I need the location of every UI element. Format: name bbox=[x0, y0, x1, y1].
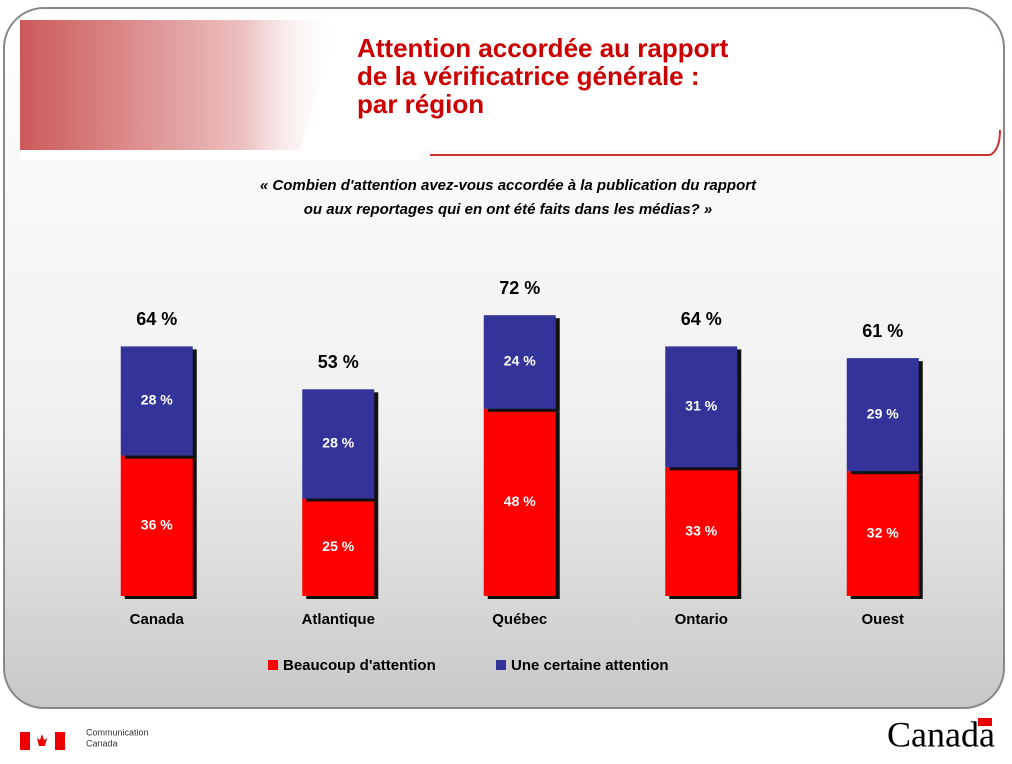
segment-label: 29 % bbox=[867, 405, 899, 421]
bar-segment bbox=[665, 467, 738, 596]
legend-swatch bbox=[496, 660, 506, 670]
segment-label: 28 % bbox=[322, 435, 354, 451]
bar-segment bbox=[120, 346, 193, 456]
wordmark-flag bbox=[978, 718, 992, 726]
flag-leaf bbox=[37, 734, 47, 746]
bar-segment bbox=[846, 471, 919, 596]
title: Attention accordée au rapport bbox=[357, 33, 729, 63]
header-rule bbox=[430, 129, 1001, 156]
total-label: 53 % bbox=[318, 352, 359, 372]
bar-segment bbox=[483, 315, 556, 409]
total-label: 64 % bbox=[136, 309, 177, 329]
segment-label: 24 % bbox=[504, 353, 536, 369]
flag-image bbox=[20, 20, 340, 150]
x-tick-label: Ouest bbox=[861, 611, 904, 628]
segment-label: 25 % bbox=[322, 538, 354, 554]
segment-label: 32 % bbox=[867, 524, 899, 540]
x-tick-label: Ontario bbox=[675, 611, 728, 628]
segment-label: 36 % bbox=[141, 517, 173, 533]
bar-segment bbox=[120, 455, 193, 596]
x-tick-label: Canada bbox=[130, 611, 185, 628]
flag-bar bbox=[55, 732, 65, 750]
segment-label: 31 % bbox=[685, 398, 717, 414]
bar-segment bbox=[302, 498, 375, 596]
org-name: Canada bbox=[86, 738, 118, 748]
legend-swatch bbox=[268, 660, 278, 670]
wordmark: Canada bbox=[887, 714, 995, 754]
title: de la vérificatrice générale : bbox=[357, 61, 700, 91]
total-label: 61 % bbox=[862, 321, 903, 341]
total-label: 72 % bbox=[499, 278, 540, 298]
flag-bar bbox=[20, 732, 30, 750]
x-tick-label: Québec bbox=[492, 611, 547, 628]
segment-label: 28 % bbox=[141, 392, 173, 408]
bar-segment bbox=[665, 346, 738, 468]
org-name: Communication bbox=[86, 727, 149, 737]
plot: 36 % 28 % 64 % Canada 25 % 28 % 53 % Atlantique… bbox=[120, 278, 923, 674]
bar-segment bbox=[302, 389, 375, 499]
bar-segment bbox=[846, 358, 919, 472]
subtitle: « Combien d'attention avez-vous accordée… bbox=[260, 177, 757, 194]
subtitle: ou aux reportages qui en ont été faits d… bbox=[304, 201, 712, 218]
segment-label: 33 % bbox=[685, 522, 717, 538]
total-label: 64 % bbox=[681, 309, 722, 329]
title: par région bbox=[357, 89, 484, 119]
x-tick-label: Atlantique bbox=[302, 611, 375, 628]
bar-segment bbox=[483, 408, 556, 596]
legend-label: Beaucoup d'attention bbox=[283, 657, 436, 674]
segment-label: 48 % bbox=[504, 493, 536, 509]
footer: Communication Canada Canada bbox=[20, 714, 995, 754]
legend-label: Une certaine attention bbox=[511, 657, 669, 674]
